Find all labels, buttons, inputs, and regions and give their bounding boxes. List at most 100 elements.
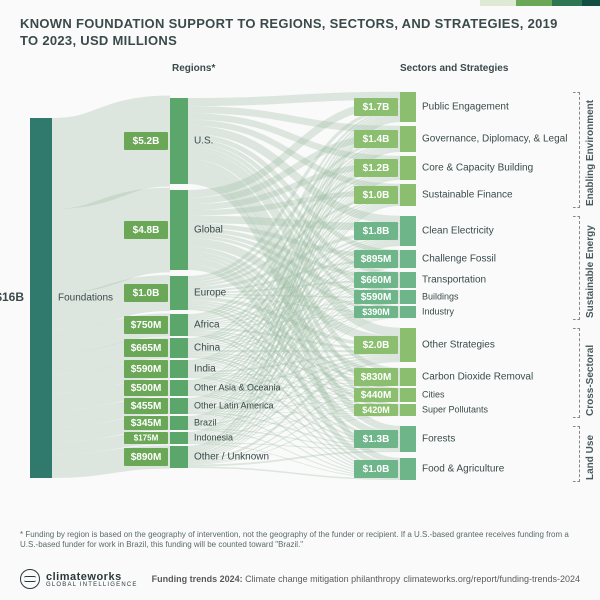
group-label: Cross-Sectoral [585,328,596,416]
region-value: $590M [131,364,162,375]
sector-value: $830M [361,372,392,383]
sector-label: Buildings [422,291,459,301]
sector-value: $1.2B [363,163,390,174]
region-label: Other Asia & Oceania [194,382,281,392]
region-value: $4.8B [133,225,160,236]
region-node [170,446,188,468]
region-node [170,416,188,430]
sector-node [400,92,416,122]
group-bracket [573,216,580,320]
brand-subtitle: GLOBAL INTELLIGENCE [46,582,138,588]
sector-node [400,426,416,452]
decorative-topband [480,0,600,6]
footnote: * Funding by region is based on the geog… [20,530,580,550]
region-node [170,360,188,378]
region-value: $665M [131,343,162,354]
sector-label: Cities [422,389,445,399]
sector-value: $1.8B [363,226,390,237]
sector-label: Governance, Diplomacy, & Legal [422,134,567,145]
sector-value: $660M [361,275,392,286]
region-label: Other Latin America [194,400,274,410]
region-label: Brazil [194,417,217,427]
sector-value: $1.3B [363,434,390,445]
sector-value: $895M [361,254,392,265]
report-title: Funding trends 2024: Climate change miti… [152,574,401,584]
sector-value: $1.4B [363,134,390,145]
sector-label: Forests [422,434,455,445]
sector-node [400,126,416,152]
region-label: Global [194,225,223,236]
region-value: $500M [131,383,162,394]
sector-node [400,328,416,362]
region-value: $750M [131,320,162,331]
region-value: $1.0B [133,288,160,299]
group-bracket [573,328,580,418]
sector-value: $390M [362,307,390,317]
sector-label: Other Strategies [422,340,495,351]
sector-node [400,404,416,416]
source-value: ~$16B [0,290,24,304]
region-node [170,338,188,358]
region-value: $455M [131,401,162,412]
region-label: Indonesia [194,432,233,442]
sector-value: $1.7B [363,102,390,113]
chart-title: KNOWN FOUNDATION SUPPORT TO REGIONS, SEC… [20,16,580,50]
region-label: Other / Unknown [194,452,269,463]
brand-name: climateworks [46,571,122,583]
sankey-diagram: ~$16B Foundations $5.2B U.S. $4.8B Global $1.0… [0,78,600,528]
sector-label: Sustainable Finance [422,190,513,201]
region-value: $345M [131,418,162,429]
sector-label: Transportation [422,275,486,286]
region-label: Africa [194,320,220,331]
sector-value: $590M [361,292,392,303]
region-label: China [194,343,221,354]
sector-node [400,368,416,386]
sector-value: $1.0B [363,464,390,475]
sector-node [400,290,416,304]
climateworks-logo-icon [20,569,40,589]
sector-node [400,306,416,318]
group-label: Sustainable Energy [585,216,596,318]
source-label: Foundations [58,293,113,304]
region-label: U.S. [194,136,213,147]
sector-node [400,250,416,268]
sector-value: $420M [362,405,390,415]
sector-node [400,184,416,206]
region-value: $5.2B [133,136,160,147]
region-label: Europe [194,288,227,299]
sector-node [400,388,416,402]
region-value: $175M [134,434,159,443]
sector-label: Carbon Dioxide Removal [422,372,533,383]
region-value: $890M [131,452,162,463]
sector-value: $1.0B [363,190,390,201]
sector-node [400,272,416,288]
region-node [170,276,188,310]
sector-node [400,216,416,246]
footer: climateworks GLOBAL INTELLIGENCE Funding… [20,568,580,590]
report-url: climateworks.org/report/funding-trends-2… [403,574,580,584]
group-bracket [573,92,580,208]
sector-value: $440M [361,390,392,401]
sector-label: Industry [422,306,455,316]
sectors-heading: Sectors and Strategies [400,63,508,74]
sector-node [400,156,416,180]
sector-value: $2.0B [363,340,390,351]
region-node [170,432,188,444]
region-node [170,398,188,414]
region-node [170,314,188,336]
sector-label: Challenge Fossil [422,254,496,265]
group-bracket [573,426,580,482]
sector-node [400,458,416,480]
sector-label: Food & Agriculture [422,464,505,475]
region-node [170,98,188,184]
sector-label: Clean Electricity [422,226,494,237]
region-node [170,190,188,270]
sector-label: Core & Capacity Building [422,163,533,174]
sector-label: Super Pollutants [422,404,489,414]
region-label: India [194,364,216,375]
sankey-source-node [30,118,52,478]
regions-heading: Regions* [172,63,215,74]
sector-label: Public Engagement [422,102,509,113]
region-node [170,380,188,396]
group-label: Land Use [585,426,596,480]
